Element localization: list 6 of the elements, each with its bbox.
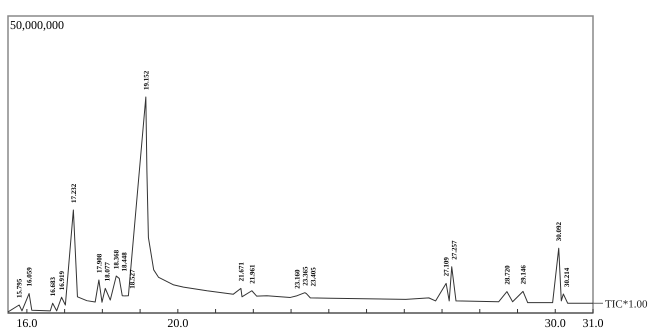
x-tick-label: 31.0 bbox=[582, 316, 604, 330]
x-tick-label: 20.0 bbox=[167, 316, 188, 330]
x-tick-label: 30.0 bbox=[544, 316, 566, 330]
x-tick-label: 16.0 bbox=[16, 316, 38, 330]
series-label: TIC*1.00 bbox=[605, 298, 648, 310]
text: 50,000,000 bbox=[10, 18, 64, 32]
